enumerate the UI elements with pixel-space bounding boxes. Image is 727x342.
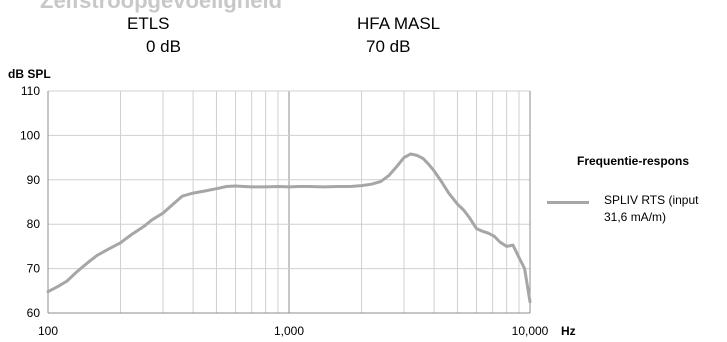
etls-label: ETLS [127, 14, 170, 33]
series-line-0 [46, 152, 532, 304]
axes [47, 91, 531, 314]
x-tick-label-0: 100 [38, 324, 58, 338]
y-tick-label-2: 80 [27, 217, 41, 231]
y-tick-label-1: 70 [27, 262, 41, 276]
x-axis-label: Hz [561, 324, 576, 338]
legend-title: Frequentie-respons [577, 154, 690, 168]
etls-value: 0 dB [146, 37, 181, 56]
series-layer [46, 152, 532, 304]
tick-labels: 60 70 80 90 100 110 100 1,000 10,000 [20, 84, 549, 338]
hfa-masl-label: HFA MASL [357, 14, 441, 33]
y-tick-label-5: 110 [21, 84, 40, 98]
x-tick-label-1: 1,000 [274, 324, 304, 338]
y-axis-label: dB SPL [8, 67, 51, 81]
x-tick-label-2: 10,000 [512, 324, 549, 338]
y-tick-label-0: 60 [27, 306, 41, 320]
chart-title: Zelfstroopgevoeligheid [40, 0, 283, 13]
legend-series-label: SPLIV RTS (input 31,6 mA/m) [604, 193, 699, 224]
y-tick-label-3: 90 [27, 173, 41, 187]
hfa-masl-value: 70 dB [366, 37, 411, 56]
legend-swatch [547, 201, 589, 204]
y-tick-label-4: 100 [20, 128, 40, 142]
grid [48, 90, 530, 313]
